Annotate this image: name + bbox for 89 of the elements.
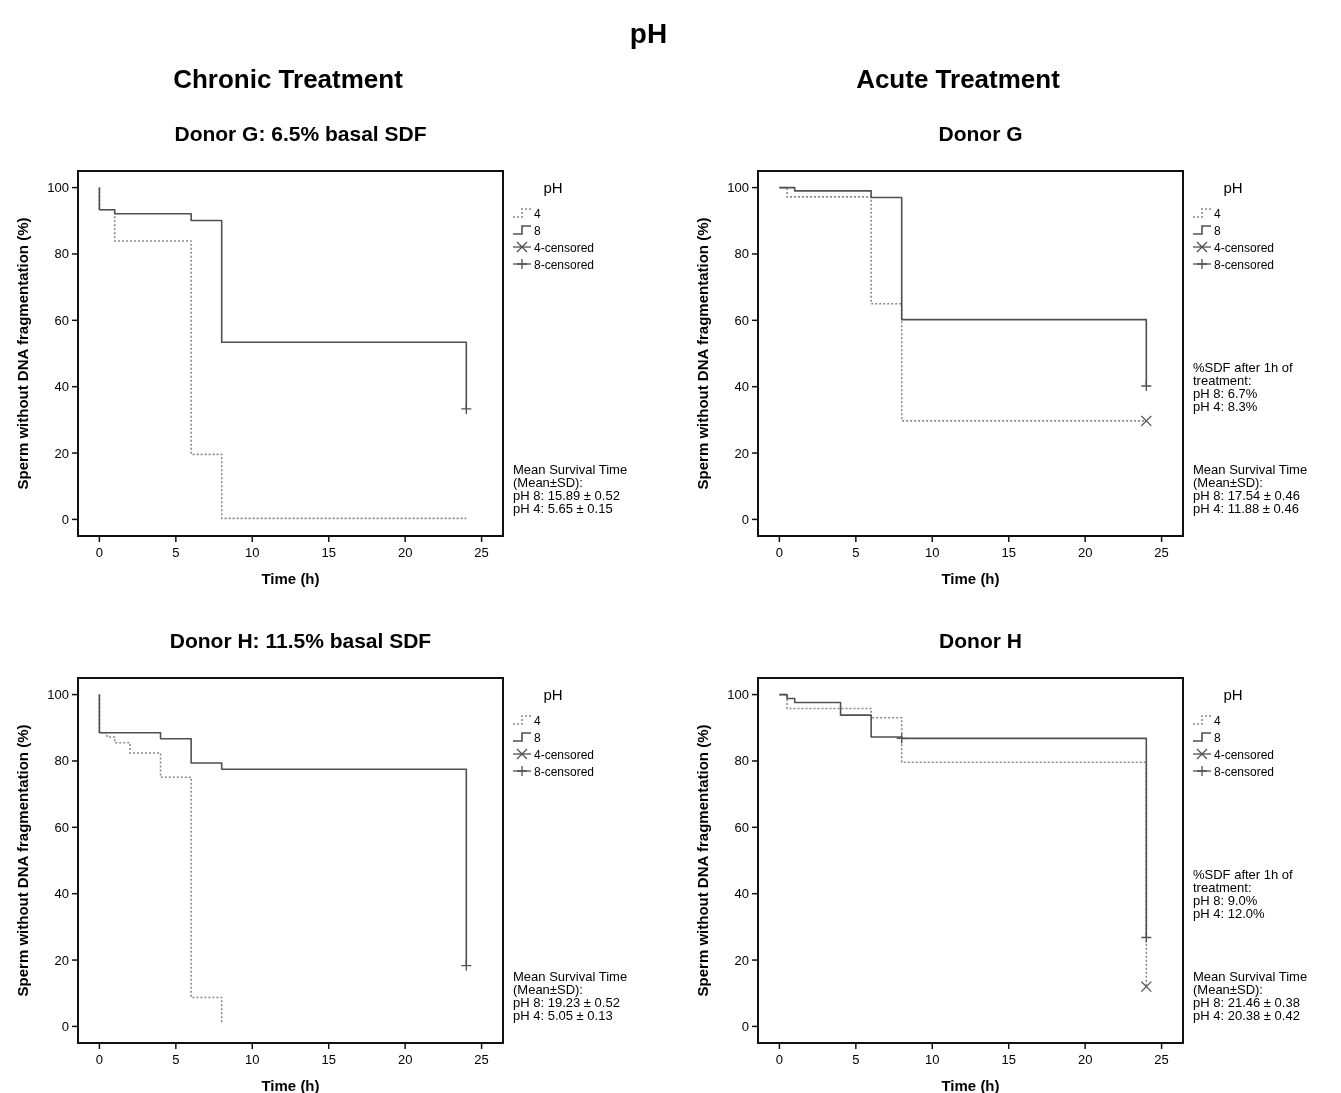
y-tick-label: 60 xyxy=(54,312,69,328)
text: pH xyxy=(629,18,668,49)
y-tick-label: 80 xyxy=(54,753,69,769)
chart-title: Donor G xyxy=(938,122,1023,145)
legend-label: 4 xyxy=(1214,713,1221,728)
chart-title: Donor H: 11.5% basal SDF xyxy=(169,629,432,652)
legend-label: 8-censored xyxy=(534,764,595,779)
x-tick-label: 25 xyxy=(1154,1052,1169,1067)
x-tick-label: 25 xyxy=(1154,545,1169,560)
y-tick-label: 80 xyxy=(54,246,69,262)
text: Mean Survival Time (Mean±SD): pH 8: 17.54 ± 0.46 pH 4: 11.88 ± 0.46 xyxy=(1193,462,1308,516)
x-tick-label: 15 xyxy=(321,1052,336,1067)
y-tick-label: 40 xyxy=(54,886,69,902)
legend-label: 8 xyxy=(1214,730,1221,745)
y-tick-label: 100 xyxy=(47,687,69,703)
legend-label: 8 xyxy=(1214,223,1221,238)
x-tick-label: 10 xyxy=(245,1052,260,1067)
text: Mean Survival Time (Mean±SD): pH 8: 15.89 ± 0.52 pH 4: 5.65 ± 0.15 xyxy=(513,462,628,516)
y-tick-label: 100 xyxy=(47,180,69,196)
x-tick-label: 20 xyxy=(1077,545,1093,560)
x-tick-label: 5 xyxy=(172,545,180,560)
y-tick-label: 40 xyxy=(54,379,69,395)
legend-label: 4-censored xyxy=(534,747,595,762)
y-axis-title: Sperm without DNA fragmentation (%) xyxy=(14,217,31,490)
x-axis-title: Time (h) xyxy=(261,570,320,587)
point xyxy=(1140,931,1152,944)
legend-label: 8-censored xyxy=(1214,764,1275,779)
chart-title: Donor H xyxy=(939,629,1022,652)
x-tick-label: 5 xyxy=(852,545,860,560)
legend-label: 8 xyxy=(534,730,541,745)
y-tick-label: 20 xyxy=(54,952,69,968)
legend-title: pH xyxy=(543,686,563,703)
legend-label: 4 xyxy=(534,206,541,221)
legend-title: pH xyxy=(1223,686,1243,703)
y-tick-label: 100 xyxy=(727,180,749,196)
text: %SDF after 1h of treatment: pH 8: 9.0% pH 4: 12.0% xyxy=(1193,867,1294,921)
x-tick-label: 15 xyxy=(1001,1052,1016,1067)
y-tick-label: 0 xyxy=(61,511,69,527)
y-tick-label: 20 xyxy=(734,952,749,968)
text: Acute Treatment xyxy=(856,64,1061,94)
x-tick-label: 0 xyxy=(95,1052,104,1067)
x-tick-label: 15 xyxy=(321,545,336,560)
y-tick-label: 100 xyxy=(727,687,749,703)
x-tick-label: 10 xyxy=(925,1052,940,1067)
legend-label: 4 xyxy=(534,713,541,728)
x-tick-label: 0 xyxy=(95,545,104,560)
y-tick-label: 80 xyxy=(734,246,749,262)
y-tick-label: 60 xyxy=(54,819,69,835)
x-tick-label: 10 xyxy=(245,545,260,560)
x-tick-label: 10 xyxy=(925,545,940,560)
x-tick-label: 20 xyxy=(397,545,413,560)
legend-label: 8 xyxy=(534,223,541,238)
x-tick-label: 20 xyxy=(397,1052,413,1067)
legend-label: 8-censored xyxy=(534,257,595,272)
x-axis-title: Time (h) xyxy=(941,570,1000,587)
legend-title: pH xyxy=(1223,179,1243,196)
legend-label: 8-censored xyxy=(1214,257,1275,272)
x-tick-label: 5 xyxy=(852,1052,860,1067)
y-tick-label: 40 xyxy=(734,886,749,902)
x-tick-label: 0 xyxy=(775,1052,784,1067)
y-tick-label: 80 xyxy=(734,753,749,769)
legend-title: pH xyxy=(543,179,563,196)
x-tick-label: 25 xyxy=(474,545,489,560)
y-tick-label: 20 xyxy=(734,445,749,461)
y-tick-label: 60 xyxy=(734,312,749,328)
text: Mean Survival Time (Mean±SD): pH 8: 19.23 ± 0.52 pH 4: 5.05 ± 0.13 xyxy=(513,969,628,1023)
text: Mean Survival Time (Mean±SD): pH 8: 21.46 ± 0.38 pH 4: 20.38 ± 0.42 xyxy=(1193,969,1308,1023)
y-tick-label: 0 xyxy=(741,1018,749,1034)
y-tick-label: 40 xyxy=(734,379,749,395)
text: %SDF after 1h of treatment: pH 8: 6.7% pH 4: 8.3% xyxy=(1193,360,1294,414)
point xyxy=(1140,980,1152,993)
legend-label: 4-censored xyxy=(534,240,595,255)
y-tick-label: 20 xyxy=(54,445,69,461)
y-axis-title: Sperm without DNA fragmentation (%) xyxy=(14,724,31,997)
y-axis-title: Sperm without DNA fragmentation (%) xyxy=(694,217,711,490)
x-tick-label: 15 xyxy=(1001,545,1016,560)
legend-label: 4 xyxy=(1214,206,1221,221)
text: Chronic Treatment xyxy=(173,64,404,94)
legend-label: 4-censored xyxy=(1214,747,1275,762)
y-tick-label: 0 xyxy=(741,511,749,527)
y-tick-label: 0 xyxy=(61,1018,69,1034)
chart-title: Donor G: 6.5% basal SDF xyxy=(174,122,427,145)
x-tick-label: 25 xyxy=(474,1052,489,1067)
x-tick-label: 0 xyxy=(775,545,784,560)
legend-label: 4-censored xyxy=(1214,240,1275,255)
x-tick-label: 20 xyxy=(1077,1052,1093,1067)
y-tick-label: 60 xyxy=(734,819,749,835)
x-tick-label: 5 xyxy=(172,1052,180,1067)
y-axis-title: Sperm without DNA fragmentation (%) xyxy=(694,724,711,997)
